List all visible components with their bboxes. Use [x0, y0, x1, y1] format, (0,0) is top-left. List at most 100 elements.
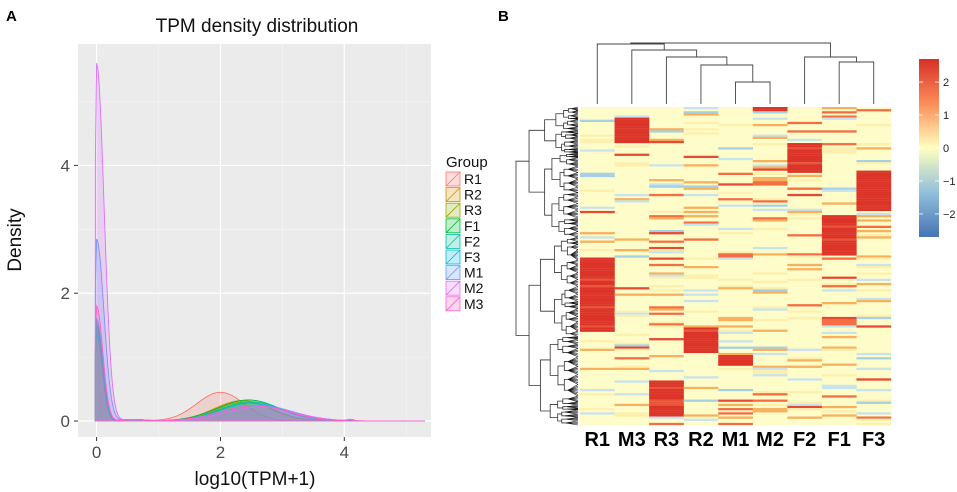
heatmap-cell — [614, 117, 650, 120]
heatmap-cell — [580, 321, 615, 324]
heatmap-cell — [649, 229, 684, 233]
heatmap-cell — [856, 229, 892, 233]
heatmap-cell — [718, 232, 753, 235]
heatmap-cell — [821, 374, 857, 377]
heatmap-cell — [752, 369, 788, 373]
scale-tick-label: −2 — [943, 209, 956, 221]
column-label-F2: F2 — [793, 429, 816, 451]
row-dendro-leaf — [566, 206, 579, 211]
row-dendro-leaf — [568, 141, 579, 145]
heatmap-cell — [683, 333, 719, 337]
heatmap-cell — [649, 274, 684, 277]
heatmap-cell — [787, 143, 823, 146]
row-dendro-leaf — [567, 345, 579, 349]
heatmap-cell — [683, 331, 719, 334]
row-dendro-branch — [540, 258, 555, 312]
heatmap-cell — [752, 287, 788, 290]
row-dendro-branch — [563, 194, 568, 201]
heatmap-cell — [718, 183, 753, 186]
heatmap-cell — [718, 399, 753, 402]
heatmap-cell — [683, 386, 719, 390]
heatmap-cell — [752, 136, 788, 139]
heatmap-cell — [649, 380, 684, 383]
row-dendro-leaf — [568, 403, 579, 406]
heatmap-cell — [821, 335, 857, 339]
heatmap-cell — [614, 310, 650, 313]
heatmap-cell — [752, 253, 788, 256]
heatmap-cell — [718, 359, 753, 362]
heatmap-cell — [821, 187, 857, 190]
heatmap-cell — [614, 126, 650, 129]
heatmap-cell — [821, 316, 857, 320]
heatmap-cell — [683, 257, 719, 260]
row-dendro-leaf — [567, 128, 579, 131]
row-dendro-leaf — [568, 398, 579, 402]
heatmap-cell — [718, 355, 753, 358]
heatmap-cell — [752, 172, 788, 175]
heatmap-cell — [649, 289, 684, 292]
y-tick-label: 2 — [61, 284, 70, 303]
row-dendro-leaf — [570, 275, 579, 280]
heatmap-cell — [614, 403, 650, 407]
row-dendro-branch — [566, 275, 571, 284]
heatmap-cell — [614, 136, 650, 139]
heatmap-cell — [718, 346, 753, 349]
heatmap-cell — [614, 153, 650, 156]
heatmap-cell — [821, 234, 857, 237]
heatmap-cell — [580, 295, 615, 298]
heatmap-cell — [718, 147, 753, 150]
heatmap-cell — [821, 242, 857, 245]
heatmap-cell — [856, 236, 892, 239]
heatmap-cell — [614, 367, 650, 371]
heatmap-cell — [752, 393, 788, 396]
dendro-branch-r3 — [665, 56, 728, 104]
heatmap-cell — [787, 253, 823, 256]
row-dendro-leaf — [569, 120, 579, 124]
row-dendro-leaf — [570, 333, 579, 337]
row-dendro-leaf — [568, 159, 579, 163]
legend-swatch-slash — [445, 265, 461, 280]
heatmap-cell — [856, 399, 892, 402]
heatmap-cell — [787, 357, 823, 360]
row-dendro-leaf — [567, 352, 579, 358]
heatmap-cell — [649, 323, 684, 326]
heatmap-cell — [718, 357, 753, 360]
heatmap-cell — [580, 240, 615, 243]
heatmap-cell — [752, 183, 788, 186]
heatmap-cell — [752, 410, 788, 413]
row-dendro-leaf — [568, 182, 579, 188]
heatmap-cell — [856, 352, 892, 356]
heatmap-cell — [821, 276, 857, 279]
heatmap-cell — [683, 266, 719, 269]
heatmap-cell — [856, 401, 892, 404]
row-dendro-branch — [563, 206, 568, 215]
row-dendro-leaf — [569, 302, 579, 305]
density-tick-layer: 0 2 4 0 2 4 — [61, 156, 350, 462]
heatmap-cell — [580, 329, 615, 332]
heatmap-cell — [856, 215, 892, 218]
heatmap-cell — [649, 183, 684, 186]
heatmap-cell — [614, 357, 650, 360]
heatmap-cell — [580, 319, 615, 322]
heatmap-cell — [718, 329, 753, 332]
row-dendro-leaf — [568, 219, 579, 222]
heatmap-cell — [580, 266, 615, 269]
column-label-M1: M1 — [722, 429, 750, 451]
heatmap-cell — [752, 289, 788, 292]
row-dendro-leaf — [567, 361, 579, 367]
heatmap-cell — [856, 147, 892, 150]
heatmap-cell — [718, 412, 753, 415]
row-dendro-branch — [566, 153, 569, 158]
row-dendro-branch — [560, 240, 568, 252]
row-dendro-branch — [562, 345, 568, 353]
heatmap-cell — [718, 388, 753, 392]
row-dendro-leaf — [567, 199, 579, 204]
heatmap-cell — [683, 325, 719, 328]
heatmap-cell — [580, 316, 615, 320]
heatmap-cell — [821, 115, 857, 118]
heatmap-cell — [649, 391, 684, 394]
heatmap-cell — [752, 219, 788, 222]
heatmap-cell — [649, 306, 684, 309]
heatmap-cell — [718, 157, 753, 161]
legend-label-M2: M2 — [464, 280, 484, 296]
